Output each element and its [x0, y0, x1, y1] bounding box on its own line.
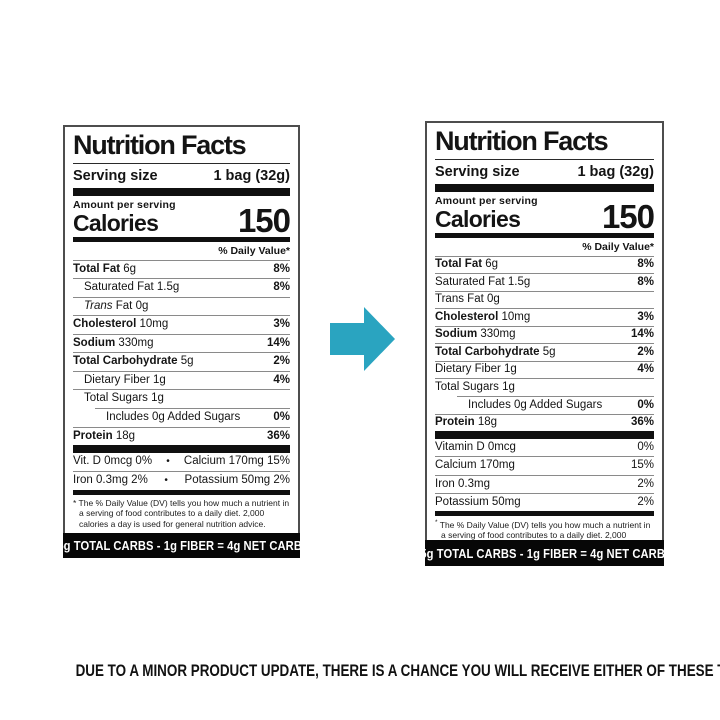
serving-size-row: Serving size 1 bag (32g): [73, 164, 290, 188]
nutrient-row: Total Sugars 1g: [73, 389, 290, 408]
nutrient-row: Cholesterol 10mg 3%: [435, 308, 654, 326]
divider-medium: [73, 236, 290, 242]
divider-medium: [435, 510, 654, 516]
nutrition-label-old: Nutrition Facts Serving size 1 bag (32g)…: [63, 125, 300, 539]
product-update-disclaimer: DUE TO A MINOR PRODUCT UPDATE, THERE IS …: [75, 661, 720, 680]
net-carbs-badge: *5g TOTAL CARBS - 1g FIBER = 4g NET CARB…: [425, 540, 664, 566]
nutrition-facts-title: Nutrition Facts: [435, 127, 654, 160]
divider-thick: [73, 445, 290, 454]
serving-size-value: 1 bag (32g): [213, 167, 290, 184]
nutrient-row: Total Fat 6g 8%: [73, 262, 290, 275]
nutrient-row: Sodium 330mg 14%: [73, 333, 290, 353]
nutrient-row: Trans Fat 0g: [435, 290, 654, 309]
nutrient-row: Trans Fat 0g: [73, 296, 290, 316]
net-carbs-badge: *5g TOTAL CARBS - 1g FIBER = 4g NET CARB…: [63, 533, 300, 558]
nutrient-row: Protein 18g 36%: [73, 426, 290, 446]
calories-label: Calories: [73, 209, 159, 236]
calories-label: Calories: [435, 205, 521, 232]
nutrient-row: Sodium 330mg 14%: [435, 325, 654, 344]
divider-thick: [73, 187, 290, 196]
nutrient-row: Cholesterol 10mg 3%: [73, 315, 290, 334]
nutrient-row: Total Fat 6g 8%: [435, 258, 654, 271]
bullet-separator-icon: •: [166, 456, 170, 468]
amount-per-serving-label: Amount per serving: [435, 194, 538, 207]
divider-thick: [435, 183, 654, 192]
nutrient-row: Dietary Fiber 1g 4%: [435, 360, 654, 379]
micronutrient-row: Potassium 50mg 2%: [435, 492, 654, 511]
divider-thick: [435, 431, 654, 440]
serving-size-label: Serving size: [435, 163, 520, 180]
nutrient-row: Saturated Fat 1.5g 8%: [435, 273, 654, 291]
nutrient-row: Includes 0g Added Sugars 0%: [457, 396, 654, 414]
transition-arrow-icon: [330, 307, 395, 371]
nutrient-row: Protein 18g 36%: [435, 413, 654, 432]
daily-value-header: % Daily Value*: [73, 242, 290, 261]
divider-medium: [435, 232, 654, 238]
amount-per-serving-label: Amount per serving: [73, 198, 176, 211]
serving-size-value: 1 bag (32g): [577, 163, 654, 180]
daily-value-header: % Daily Value*: [435, 238, 654, 257]
nutrient-row: Dietary Fiber 1g 4%: [73, 370, 290, 390]
nutrient-row: Total Sugars 1g: [435, 378, 654, 396]
divider-medium: [73, 489, 290, 495]
calories-row: Amount per serving Calories 150: [435, 192, 655, 236]
serving-size-label: Serving size: [73, 167, 158, 184]
calories-value: 150: [237, 202, 291, 240]
nutrition-facts-title: Nutrition Facts: [73, 131, 290, 164]
micronutrient-row: Calcium 170mg 15%: [435, 456, 654, 474]
nutrient-row: Total Carbohydrate 5g 2%: [435, 343, 654, 361]
nutrient-row: Saturated Fat 1.5g 8%: [73, 278, 290, 297]
micronutrient-row: Iron 0.3mg 2% • Potassium 50mg 2%: [73, 470, 290, 490]
nutrient-row: Total Carbohydrate 5g 2%: [73, 352, 290, 371]
nutrient-row: Includes 0g Added Sugars 0%: [95, 408, 290, 427]
serving-size-row: Serving size 1 bag (32g): [435, 160, 654, 184]
calories-value: 150: [601, 198, 655, 236]
calories-row: Amount per serving Calories 150: [73, 196, 291, 240]
bullet-separator-icon: •: [164, 475, 168, 487]
micronutrient-row: Vitamin D 0mcg 0%: [435, 441, 654, 454]
footnote: * The % Daily Value (DV) tells you how m…: [73, 497, 290, 530]
micronutrient-row: Vit. D 0mcg 0% • Calcium 170mg 15%: [73, 453, 290, 471]
nutrition-label-new: Nutrition Facts Serving size 1 bag (32g)…: [425, 121, 664, 561]
micronutrient-row: Iron 0.3mg 2%: [435, 474, 654, 493]
